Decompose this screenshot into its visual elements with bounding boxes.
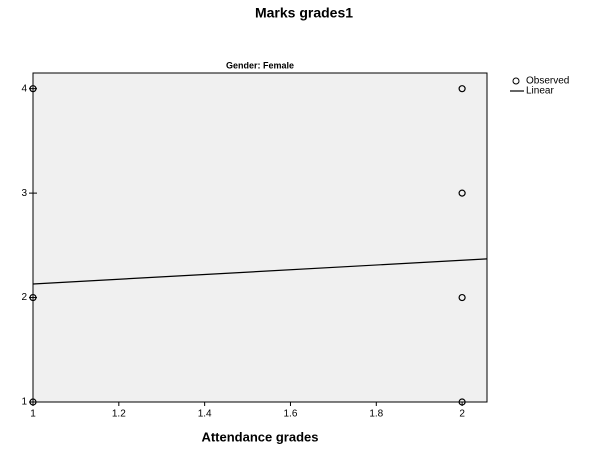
x-tick-label: 1.8 (369, 409, 383, 420)
chart-subtitle: Gender: Female (226, 60, 294, 70)
observed-point (458, 398, 466, 406)
observed-point (458, 293, 466, 302)
x-axis-label: Attendance grades (201, 429, 318, 444)
observed-point (29, 293, 37, 302)
fit-line (32, 258, 488, 285)
y-tick-label: 4 (21, 83, 27, 94)
y-tick-label: 2 (21, 292, 27, 303)
x-tick-label: 2 (459, 409, 465, 420)
observed-point (29, 85, 37, 93)
y-tick-label: 3 (21, 188, 27, 199)
observed-point (458, 189, 466, 197)
legend-label: Observed (526, 76, 569, 87)
x-tick-label: 1.4 (198, 409, 212, 420)
x-tick-label: 1 (30, 409, 36, 420)
plot-area (32, 72, 488, 403)
legend-label: Linear (526, 86, 554, 97)
x-tick-label: 1.2 (112, 409, 126, 420)
observed-point (458, 85, 466, 93)
chart-title: Marks grades1 (255, 5, 353, 21)
observed-point (29, 398, 37, 406)
x-tick-label: 1.6 (284, 409, 298, 420)
y-tick-label: 1 (21, 397, 27, 408)
legend-marker (512, 77, 520, 85)
